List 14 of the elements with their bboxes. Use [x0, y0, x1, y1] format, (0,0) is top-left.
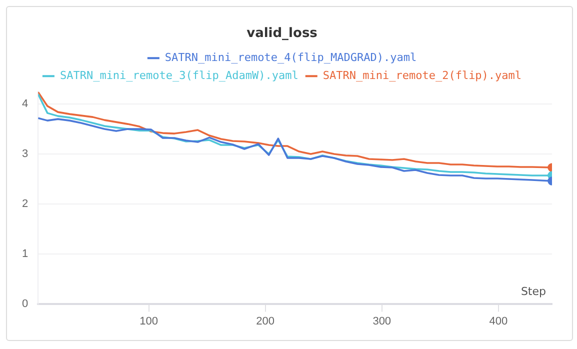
- legend-label: SATRN_mini_remote_2(flip).yaml: [322, 68, 522, 82]
- y-tick-label: 1: [22, 248, 28, 260]
- x-tick-label: 100: [140, 315, 158, 328]
- legend-label: SATRN_mini_remote_3(flip_AdamW).yaml: [60, 68, 298, 82]
- x-axis-title: Step: [520, 285, 546, 298]
- x-tick-label: 400: [489, 315, 508, 328]
- y-tick-label: 4: [22, 98, 28, 110]
- legend-label: SATRN_mini_remote_4(flip_MADGRAD).yaml: [164, 50, 417, 64]
- y-tick-label: 3: [22, 148, 28, 160]
- chart-title: valid_loss: [246, 26, 318, 42]
- y-tick-label: 2: [22, 198, 28, 210]
- x-tick-label: 200: [256, 315, 275, 328]
- y-tick-label: 0: [22, 298, 28, 310]
- x-tick-label: 300: [372, 315, 392, 328]
